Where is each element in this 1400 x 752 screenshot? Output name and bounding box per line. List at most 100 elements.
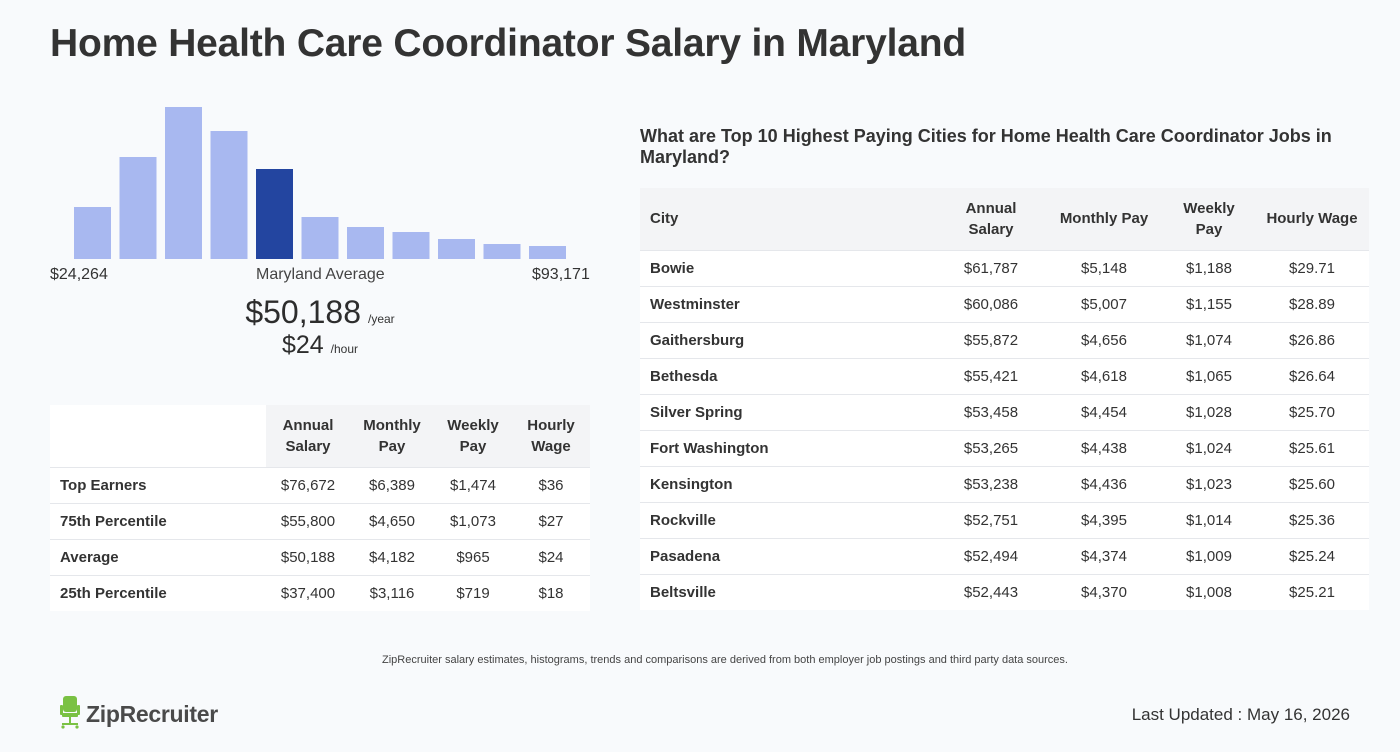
city-cell-monthly: $4,656 — [1045, 321, 1163, 358]
city-cell-hourly: $28.89 — [1255, 285, 1369, 322]
city-cell-annual: $52,494 — [937, 537, 1045, 574]
city-cell-monthly: $5,007 — [1045, 285, 1163, 322]
percentile-cell-annual: $55,800 — [266, 502, 350, 539]
city-cell-monthly: $4,436 — [1045, 465, 1163, 502]
city-cell-label: Westminster — [640, 285, 937, 322]
cities-header-weekly: Weekly Pay — [1163, 188, 1255, 250]
histogram-average-caption: Maryland Average — [256, 266, 385, 283]
percentile-header-hourly: Hourly Wage — [512, 405, 590, 467]
percentile-cell-annual: $50,188 — [266, 538, 350, 575]
city-cell-monthly: $4,454 — [1045, 393, 1163, 430]
percentile-row: 75th Percentile $55,800 $4,650 $1,073 $27 — [50, 502, 590, 539]
city-cell-monthly: $4,370 — [1045, 573, 1163, 610]
city-cell-label: Fort Washington — [640, 429, 937, 466]
city-cell-label: Beltsville — [640, 573, 937, 610]
city-cell-monthly: $4,374 — [1045, 537, 1163, 574]
histogram-bar — [210, 131, 248, 259]
histogram-max-label: $93,171 — [532, 266, 590, 283]
percentile-cell-weekly: $1,474 — [434, 466, 512, 503]
percentile-header-monthly: Monthly Pay — [350, 405, 434, 467]
histogram-bar — [483, 244, 521, 259]
city-row: Fort Washington $53,265 $4,438 $1,024 $25.61 — [640, 429, 1369, 466]
city-cell-label: Rockville — [640, 501, 937, 538]
city-row: Silver Spring $53,458 $4,454 $1,028 $25.70 — [640, 393, 1369, 430]
city-cell-annual: $52,751 — [937, 501, 1045, 538]
city-cell-annual: $55,421 — [937, 357, 1045, 394]
cities-header-city: City — [640, 188, 937, 250]
average-annual-salary: $50,188/year — [50, 294, 590, 331]
city-cell-weekly: $1,024 — [1163, 429, 1255, 466]
histogram-bar — [74, 207, 111, 259]
histogram-bar — [165, 107, 202, 259]
percentile-header-row: Annual Salary Monthly Pay Weekly Pay Hou… — [50, 405, 590, 467]
city-cell-label: Pasadena — [640, 537, 937, 574]
average-annual-value: $50,188 — [245, 294, 361, 330]
cities-header-annual: Annual Salary — [937, 188, 1045, 250]
city-cell-monthly: $4,438 — [1045, 429, 1163, 466]
average-annual-unit: /year — [367, 312, 395, 326]
percentile-table: Annual Salary Monthly Pay Weekly Pay Hou… — [50, 405, 590, 611]
percentile-cell-hourly: $36 — [512, 466, 590, 503]
salary-histogram — [50, 100, 590, 260]
top-cities-table: City Annual Salary Monthly Pay Weekly Pa… — [640, 188, 1369, 610]
city-cell-weekly: $1,028 — [1163, 393, 1255, 430]
percentile-cell-hourly: $18 — [512, 574, 590, 611]
histogram-bar — [529, 246, 566, 259]
cities-heading: What are Top 10 Highest Paying Cities fo… — [640, 126, 1332, 167]
city-cell-hourly: $25.60 — [1255, 465, 1369, 502]
city-cell-annual: $53,458 — [937, 393, 1045, 430]
city-cell-label: Kensington — [640, 465, 937, 502]
city-cell-label: Gaithersburg — [640, 321, 937, 358]
histogram-bar — [347, 227, 384, 259]
city-cell-weekly: $1,008 — [1163, 573, 1255, 610]
city-cell-weekly: $1,014 — [1163, 501, 1255, 538]
cities-header-monthly: Monthly Pay — [1045, 188, 1163, 250]
percentile-row: 25th Percentile $37,400 $3,116 $719 $18 — [50, 574, 590, 611]
data-source-note: ZipRecruiter salary estimates, histogram… — [382, 654, 1068, 666]
city-row: Bowie $61,787 $5,148 $1,188 $29.71 — [640, 249, 1369, 286]
city-cell-weekly: $1,023 — [1163, 465, 1255, 502]
city-row: Beltsville $52,443 $4,370 $1,008 $25.21 — [640, 573, 1369, 610]
page-title: Home Health Care Coordinator Salary in M… — [50, 22, 966, 65]
ziprecruiter-logo[interactable]: ZipRecruiter — [58, 695, 218, 734]
city-row: Kensington $53,238 $4,436 $1,023 $25.60 — [640, 465, 1369, 502]
city-cell-weekly: $1,074 — [1163, 321, 1255, 358]
city-cell-hourly: $25.61 — [1255, 429, 1369, 466]
average-hourly-value: $24 — [281, 331, 324, 359]
city-cell-annual: $53,265 — [937, 429, 1045, 466]
percentile-cell-label: 75th Percentile — [50, 502, 266, 539]
average-hourly-wage: $24/hour — [50, 331, 590, 360]
percentile-cell-hourly: $27 — [512, 502, 590, 539]
city-cell-weekly: $1,009 — [1163, 537, 1255, 574]
percentile-cell-weekly: $1,073 — [434, 502, 512, 539]
city-row: Bethesda $55,421 $4,618 $1,065 $26.64 — [640, 357, 1369, 394]
percentile-cell-label: Top Earners — [50, 466, 266, 503]
city-cell-hourly: $25.36 — [1255, 501, 1369, 538]
percentile-cell-label: Average — [50, 538, 266, 575]
percentile-row: Average $50,188 $4,182 $965 $24 — [50, 538, 590, 575]
city-row: Gaithersburg $55,872 $4,656 $1,074 $26.86 — [640, 321, 1369, 358]
city-cell-label: Bethesda — [640, 357, 937, 394]
city-cell-label: Bowie — [640, 249, 937, 286]
histogram-bar — [392, 232, 430, 259]
city-cell-monthly: $4,618 — [1045, 357, 1163, 394]
percentile-cell-weekly: $965 — [434, 538, 512, 575]
city-row: Rockville $52,751 $4,395 $1,014 $25.36 — [640, 501, 1369, 538]
percentile-cell-annual: $76,672 — [266, 466, 350, 503]
percentile-cell-weekly: $719 — [434, 574, 512, 611]
cities-header-row: City Annual Salary Monthly Pay Weekly Pa… — [640, 188, 1369, 250]
city-cell-monthly: $4,395 — [1045, 501, 1163, 538]
histogram-svg — [74, 107, 566, 259]
city-cell-hourly: $25.24 — [1255, 537, 1369, 574]
histogram-bar-average — [256, 169, 293, 259]
city-cell-hourly: $29.71 — [1255, 249, 1369, 286]
city-cell-weekly: $1,155 — [1163, 285, 1255, 322]
city-cell-hourly: $25.21 — [1255, 573, 1369, 610]
city-cell-monthly: $5,148 — [1045, 249, 1163, 286]
city-cell-annual: $52,443 — [937, 573, 1045, 610]
city-cell-hourly: $25.70 — [1255, 393, 1369, 430]
histogram-bar — [119, 157, 157, 259]
percentile-row: Top Earners $76,672 $6,389 $1,474 $36 — [50, 466, 590, 503]
percentile-header-blank — [50, 405, 266, 467]
average-hourly-unit: /hour — [330, 342, 359, 356]
